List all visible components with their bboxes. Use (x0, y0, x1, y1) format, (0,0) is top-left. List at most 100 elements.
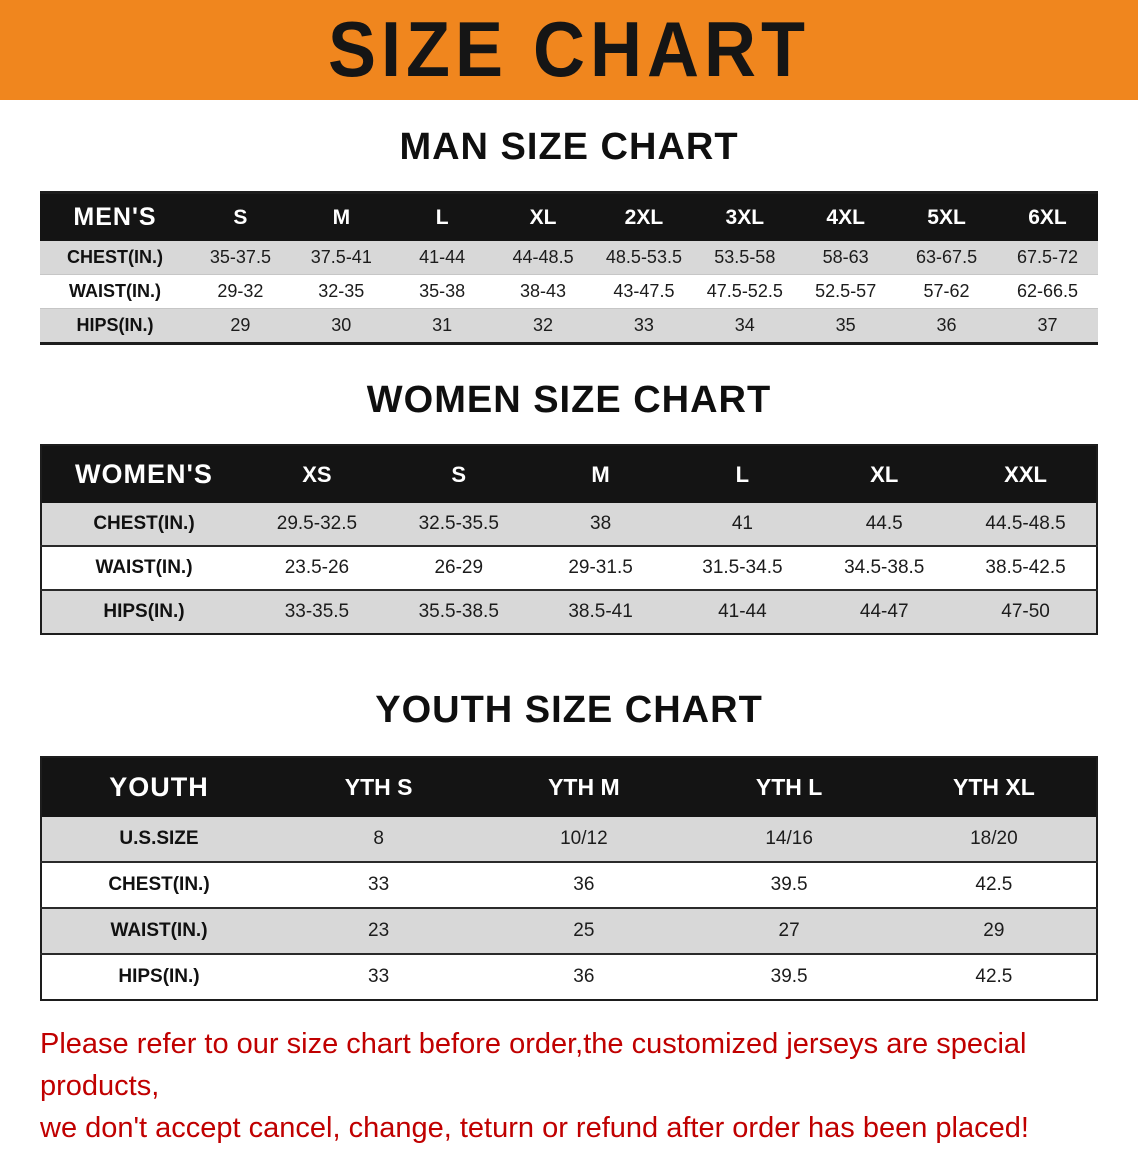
measurement-value: 41-44 (391, 241, 493, 275)
measurement-value: 26-29 (387, 546, 530, 591)
measurement-value: 29.5-32.5 (246, 503, 388, 547)
measurement-row: WAIST(IN.) 23 25 27 29 (41, 908, 1097, 955)
measurement-row: U.S.SIZE 8 10/12 14/16 18/20 (41, 817, 1097, 863)
measurement-label: WAIST(IN.) (40, 274, 190, 309)
size-column-header: 4XL (795, 192, 897, 241)
size-column-header: S (190, 192, 291, 241)
measurement-label: HIPS(IN.) (41, 590, 246, 634)
measurement-value: 31 (391, 308, 493, 344)
measurement-value: 63-67.5 (896, 241, 997, 275)
measurement-value: 38.5-42.5 (955, 546, 1097, 591)
measurement-value: 14/16 (686, 817, 892, 863)
men-size-table: MEN'S S M L XL 2XL 3XL 4XL 5XL 6XL CHEST(IN.) 35-37… (40, 191, 1098, 345)
size-column-header: YTH M (481, 757, 687, 817)
measurement-label: WAIST(IN.) (41, 546, 246, 591)
measurement-label: WAIST(IN.) (41, 908, 276, 955)
table-header-row: YOUTH YTH S YTH M YTH L YTH XL (41, 757, 1097, 817)
size-column-header: YTH L (686, 757, 892, 817)
measurement-value: 47.5-52.5 (694, 274, 796, 309)
measurement-value: 38.5-41 (529, 590, 672, 634)
measurement-value: 32.5-35.5 (387, 503, 530, 547)
measurement-value: 33 (593, 308, 695, 344)
measurement-value: 44-48.5 (492, 241, 594, 275)
measurement-value: 32-35 (290, 274, 392, 309)
measurement-value: 32 (492, 308, 594, 344)
measurement-label: U.S.SIZE (41, 817, 276, 863)
youth-size-table: YOUTH YTH S YTH M YTH L YTH XL U.S.SIZE 8 10/12… (40, 756, 1098, 1001)
measurement-value: 36 (573, 966, 595, 987)
size-column-header: S (387, 445, 530, 503)
measurement-value: 10/12 (481, 817, 687, 863)
measurement-value: 43-47.5 (593, 274, 695, 309)
disclaimer-line-1: Please refer to our size chart before or… (40, 1028, 1027, 1102)
measurement-value: 67.5-72 (997, 241, 1098, 275)
measurement-label: CHEST(IN.) (40, 241, 190, 275)
table-header-row: WOMEN'S XS S M L XL XXL (41, 445, 1097, 503)
measurement-value: 33 (276, 862, 482, 909)
size-column-header: 5XL (896, 192, 997, 241)
size-column-header: YTH S (276, 757, 482, 817)
measurement-value: 33 (368, 966, 390, 987)
measurement-value: 38 (529, 503, 672, 547)
measurement-label: CHEST(IN.) (41, 862, 276, 909)
size-column-header: XL (813, 445, 956, 503)
title-banner: SIZE CHART (0, 0, 1138, 100)
women-section-heading: WOMEN SIZE CHART (366, 379, 772, 421)
measurement-value: 44-47 (813, 590, 956, 634)
measurement-value: 23.5-26 (246, 546, 388, 591)
measurement-value: 58-63 (795, 241, 897, 275)
measurement-value: 39.5 (686, 862, 892, 909)
measurement-value: 30 (290, 308, 392, 344)
measurement-value: 35.5-38.5 (387, 590, 530, 634)
measurement-value: 38-43 (492, 274, 594, 309)
size-column-header: XXL (955, 445, 1097, 503)
measurement-value: 35 (795, 308, 897, 344)
measurement-row: CHEST(IN.) 35-37.5 37.5-41 41-44 44-48.5 48.5… (40, 241, 1098, 275)
disclaimer-line-2: we don't accept cancel, change, teturn o… (40, 1112, 1029, 1144)
measurement-value: 39.5 (770, 966, 808, 987)
measurement-row: WAIST(IN.) 29-32 32-35 35-38 38-43 43-47.5 47.… (40, 274, 1098, 309)
men-section-heading: MAN SIZE CHART (399, 126, 739, 168)
measurement-value: 23 (276, 908, 482, 955)
measurement-value: 35-37.5 (190, 241, 291, 275)
size-column-header: XS (246, 445, 388, 503)
page-title: SIZE CHART (328, 6, 810, 94)
measurement-value: 44.5-48.5 (955, 503, 1097, 547)
measurement-value: 35-38 (391, 274, 493, 309)
measurement-value: 25 (481, 908, 687, 955)
size-column-header: L (391, 192, 493, 241)
size-column-header: 2XL (593, 192, 695, 241)
youth-section-heading: YOUTH SIZE CHART (375, 689, 763, 731)
table-group-label: MEN'S (40, 192, 190, 241)
measurement-row: CHEST(IN.) 29.5-32.5 32.5-35.5 38 41 44.5 44.5… (41, 503, 1097, 547)
measurement-value: 57-62 (896, 274, 997, 309)
measurement-value: 41-44 (671, 590, 814, 634)
measurement-value: 37 (997, 308, 1098, 344)
disclaimer-note: Please refer to our size chart before or… (40, 1023, 1138, 1149)
measurement-value: 41 (671, 503, 814, 547)
measurement-value: 52.5-57 (795, 274, 897, 309)
measurement-value: 29 (190, 308, 291, 344)
youth-size-section: YOUTH SIZE CHART YOUTH YTH S YTH M YTH L YTH… (0, 689, 1138, 1001)
measurement-value: 44.5 (813, 503, 956, 547)
men-size-section: MAN SIZE CHART MEN'S S M L XL 2XL 3XL 4XL 5XL 6XL… (0, 126, 1138, 345)
measurement-value: 36 (481, 862, 687, 909)
measurement-value: 48.5-53.5 (593, 241, 695, 275)
size-column-header: YTH XL (891, 757, 1097, 817)
size-column-header: M (529, 445, 672, 503)
size-column-header: XL (492, 192, 594, 241)
measurement-row: HIPS(IN.) 33 36 39.5 42.5 (41, 954, 1097, 1000)
measurement-value: 37.5-41 (290, 241, 392, 275)
women-size-table: WOMEN'S XS S M L XL XXL CHEST(IN.) 29.5-32.5 32.5… (40, 444, 1098, 635)
table-group-label: WOMEN'S (41, 445, 246, 503)
measurement-value: 29-31.5 (529, 546, 672, 591)
measurement-value: 36 (896, 308, 997, 344)
size-column-header: L (671, 445, 814, 503)
measurement-value: 47-50 (955, 590, 1097, 634)
measurement-label: HIPS(IN.) (40, 308, 190, 344)
measurement-value: 27 (686, 908, 892, 955)
size-column-header: 3XL (694, 192, 796, 241)
table-header-row: MEN'S S M L XL 2XL 3XL 4XL 5XL 6XL (40, 192, 1098, 241)
size-column-header: M (290, 192, 392, 241)
